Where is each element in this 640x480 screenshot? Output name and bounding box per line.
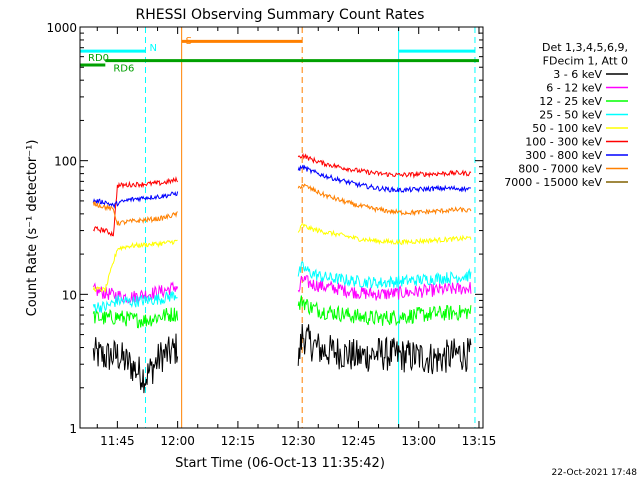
series-line-6-0 [92, 191, 179, 209]
series-line-5-0 [92, 175, 179, 237]
series-line-4-0 [92, 239, 178, 293]
x-axis-label: Start Time (06-Oct-13 11:35:42) [175, 456, 385, 471]
x-tick-label-3: 12:30 [281, 434, 316, 448]
series-line-0-0 [92, 333, 179, 394]
legend-label-1: 6 - 12 keV [546, 82, 602, 95]
x-tick-label-0: 11:45 [100, 434, 135, 448]
series-line-6-1 [297, 164, 472, 193]
legend-label-0: 3 - 6 keV [553, 68, 602, 81]
legend-label-7: 800 - 7000 keV [518, 163, 602, 176]
chart-title: RHESSI Observing Summary Count Rates [136, 7, 425, 23]
legend-label-6: 300 - 800 keV [525, 149, 602, 162]
legend-label-5: 100 - 300 keV [525, 136, 602, 149]
series-line-4-1 [297, 223, 472, 246]
series-line-5-1 [297, 152, 472, 179]
legend: Det 1,3,4,5,6,9,FDecim 1, Att 03 - 6 keV… [504, 41, 628, 189]
series-line-2-0 [92, 307, 179, 329]
axis-ticks: 11:45 12:00 12:15 12:30 12:45 13:00 13:15 1 10 10… [46, 21, 496, 448]
legend-label-3: 25 - 50 keV [539, 109, 602, 122]
legend-header-line: Det 1,3,4,5,6,9, [542, 41, 628, 54]
x-tick-label-4: 12:45 [341, 434, 376, 448]
y-tick-label-3: 1000 [46, 21, 77, 35]
legend-label-2: 12 - 25 keV [539, 95, 602, 108]
state-bar-label-rd0: RD0 [88, 53, 109, 64]
legend-header-line: FDecim 1, Att 0 [543, 55, 628, 68]
state-bars: RD0 RD6 [80, 39, 479, 75]
x-tick-label-2: 12:15 [221, 434, 256, 448]
series-line-1-1 [297, 275, 472, 301]
axes-frame [79, 26, 484, 429]
series-line-1-0 [92, 281, 179, 304]
series-line-3-1 [297, 260, 472, 289]
series-line-3-0 [92, 290, 178, 314]
series-line-0-1 [297, 323, 472, 375]
state-bar-label-rd6: RD6 [113, 64, 134, 75]
legend-label-8: 7000 - 15000 keV [504, 176, 602, 189]
series-lines [92, 152, 472, 394]
timestamp-label: 22-Oct-2021 17:48 [552, 468, 638, 478]
series-line-7-1 [297, 183, 472, 217]
y-tick-label-1: 10 [62, 288, 77, 302]
y-tick-label-2: 100 [54, 155, 77, 169]
x-tick-label-6: 13:15 [462, 434, 497, 448]
marker-label-n: N [149, 43, 156, 54]
x-tick-label-5: 13:00 [401, 434, 436, 448]
series-line-7-0 [92, 201, 178, 226]
x-tick-label-1: 12:00 [160, 434, 195, 448]
series-line-2-1 [297, 295, 472, 327]
y-tick-label-0: 1 [69, 422, 77, 436]
legend-label-4: 50 - 100 keV [532, 122, 602, 135]
y-axis-label: Count Rate (s⁻¹ detector⁻¹) [25, 140, 40, 317]
